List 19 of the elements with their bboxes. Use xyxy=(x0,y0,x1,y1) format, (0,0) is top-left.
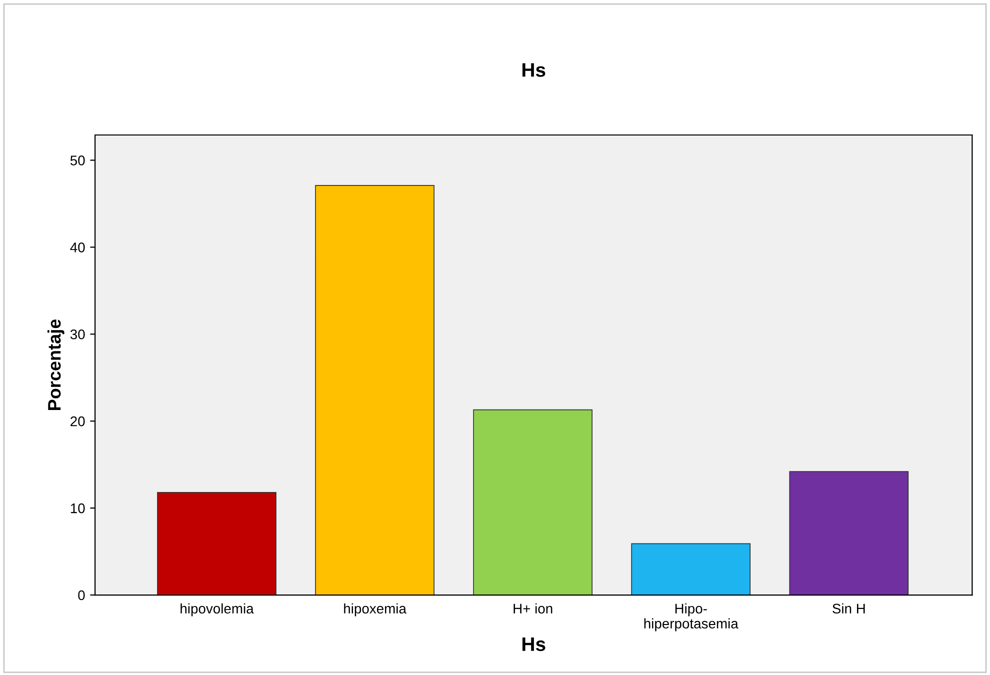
y-tick-label: 20 xyxy=(70,416,85,426)
y-tick-label: 10 xyxy=(70,503,85,514)
bar xyxy=(789,471,909,596)
x-tick-label: hipovolemia xyxy=(180,603,254,616)
x-tick-label: Sin H xyxy=(832,603,865,614)
y-tick-label: 50 xyxy=(70,156,85,166)
x-tick-label: Hipo- hiperpotasemia xyxy=(644,603,738,632)
x-tick-label: hipoxemia xyxy=(344,603,406,616)
bar xyxy=(631,543,751,596)
y-axis-title: Porcentaje xyxy=(47,319,64,410)
bar xyxy=(157,492,276,596)
bar xyxy=(473,409,593,596)
bar xyxy=(315,185,434,596)
y-tick-label: 40 xyxy=(70,242,85,252)
y-tick-label: 0 xyxy=(78,590,85,600)
x-tick-label: H+ ion xyxy=(514,603,552,614)
x-axis-title: Hs xyxy=(522,638,546,652)
y-tick-label: 30 xyxy=(70,329,85,340)
chart-title: Hs xyxy=(522,63,546,77)
